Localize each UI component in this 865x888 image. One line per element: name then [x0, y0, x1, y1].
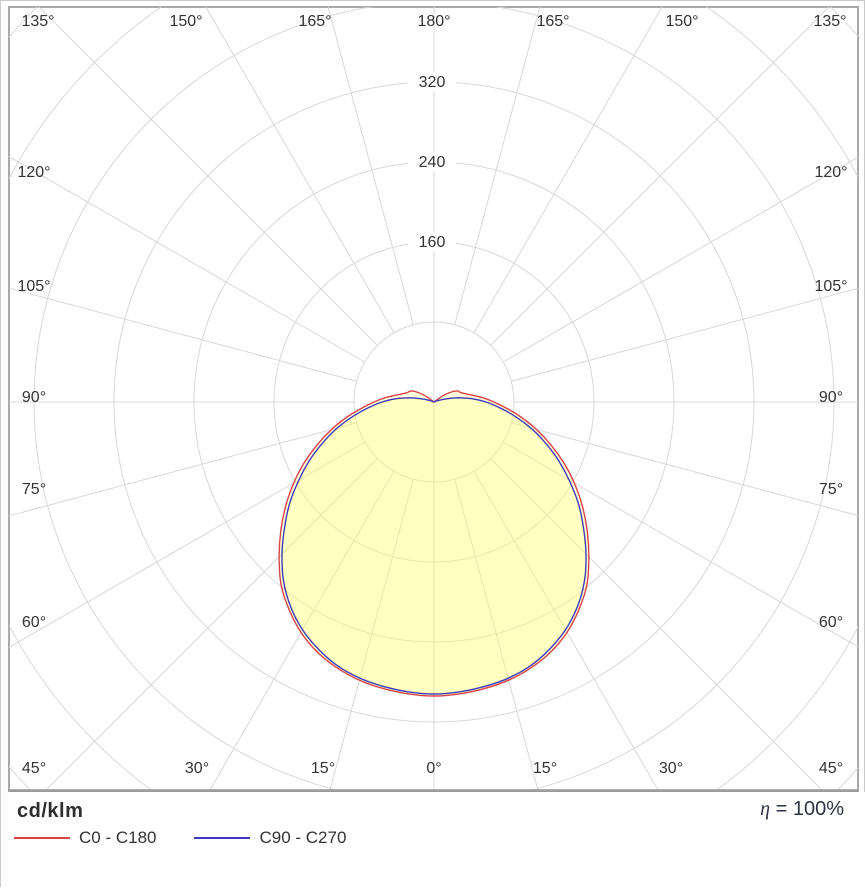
angle-label: 105°: [814, 278, 847, 295]
angle-label: 30°: [185, 760, 209, 777]
angle-label: 180°: [417, 13, 450, 30]
angle-label: 60°: [819, 614, 843, 631]
polar-grid: [9, 7, 858, 792]
angle-label: 105°: [17, 278, 50, 295]
curve-c0-c180: [278, 390, 590, 697]
polar-distribution-chart: 160 240 320 135° 150° 165° 180° 165° 150° 135° 120…: [1, 1, 865, 793]
radial-tick-label: 240: [419, 154, 446, 171]
eta-symbol: η: [760, 798, 771, 820]
angle-label: 120°: [814, 164, 847, 181]
curve-c90-c270: [281, 397, 587, 695]
angle-label: 15°: [311, 760, 335, 777]
chart-footer: cd/klm C0 - C180 C90 - C270 η = 100%: [1, 792, 865, 888]
polar-chart-svg: 160 240 320 135° 150° 165° 180° 165° 150° 135° 120…: [8, 6, 859, 793]
angle-label: 0°: [426, 760, 441, 777]
units-label: cd/klm: [17, 800, 84, 822]
angle-label: 15°: [533, 760, 557, 777]
eta-value: = 100%: [770, 798, 844, 820]
angle-label: 165°: [536, 13, 569, 30]
angle-label: 90°: [22, 389, 46, 406]
angle-label: 120°: [17, 164, 50, 181]
blue-curve-swatch: [194, 837, 251, 839]
angle-label: 135°: [21, 13, 54, 30]
angle-label: 90°: [819, 389, 843, 406]
angle-label: 60°: [22, 614, 46, 631]
angle-label: 45°: [819, 760, 843, 777]
angle-label: 75°: [22, 481, 46, 498]
angle-label: 150°: [665, 13, 698, 30]
angle-label: 30°: [659, 760, 683, 777]
legend-label-c90-c270: C90 - C270: [259, 828, 347, 847]
angle-label: 165°: [298, 13, 331, 30]
radial-tick-label: 160: [419, 234, 446, 251]
legend-item-c0-c180: C0 - C180: [14, 828, 156, 848]
efficiency-label: η = 100%: [760, 798, 844, 821]
legend-label-c0-c180: C0 - C180: [79, 828, 157, 847]
angle-label: 75°: [819, 481, 843, 498]
red-curve-swatch: [14, 837, 70, 839]
angle-label: 150°: [169, 13, 202, 30]
angle-label: 135°: [813, 13, 846, 30]
radial-tick-label: 320: [419, 74, 446, 91]
legend: C0 - C180 C90 - C270: [14, 828, 346, 848]
angle-label: 45°: [22, 760, 46, 777]
legend-item-c90-c270: C90 - C270: [194, 828, 346, 848]
